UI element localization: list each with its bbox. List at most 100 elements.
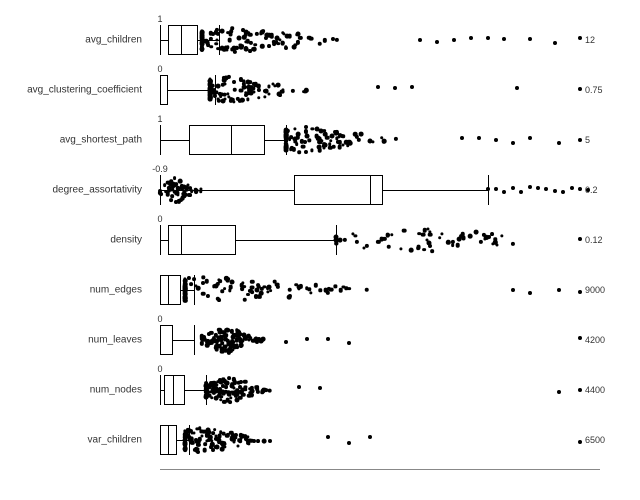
swarm-point bbox=[322, 146, 325, 149]
outlier-point bbox=[553, 41, 557, 45]
swarm-point bbox=[239, 437, 242, 440]
swarm-point bbox=[220, 447, 225, 452]
swarm-point bbox=[511, 242, 515, 246]
outlier-point bbox=[578, 138, 582, 142]
swarm-point bbox=[208, 93, 213, 98]
swarm-point bbox=[468, 234, 473, 239]
swarm-point bbox=[241, 287, 245, 291]
swarm-point bbox=[235, 46, 239, 50]
swarm-point bbox=[479, 240, 483, 244]
whisker-high bbox=[173, 340, 194, 341]
swarm-point bbox=[244, 387, 248, 391]
swarm-point bbox=[227, 376, 231, 380]
median-line bbox=[370, 175, 371, 205]
swarm-point bbox=[228, 400, 232, 404]
swarm-point bbox=[226, 45, 229, 48]
plot-area: 0 bbox=[160, 315, 580, 365]
swarm-point bbox=[241, 393, 245, 397]
box bbox=[160, 75, 168, 105]
swarm-point bbox=[331, 145, 336, 150]
swarm-point bbox=[438, 236, 442, 240]
plot-area: 0 bbox=[160, 215, 580, 265]
row-label: avg_shortest_path bbox=[0, 135, 150, 146]
swarm-point bbox=[259, 286, 263, 290]
median-line bbox=[173, 375, 174, 405]
boxplot-row: avg_shortest_path 1 bbox=[0, 115, 640, 165]
swarm-point bbox=[364, 287, 369, 292]
row-label: num_leaves bbox=[0, 335, 150, 346]
outlier-point bbox=[578, 388, 582, 392]
swarm-point bbox=[428, 232, 433, 237]
swarm-point bbox=[347, 139, 352, 144]
swarm-point bbox=[236, 331, 241, 336]
swarm-point bbox=[329, 139, 333, 143]
swarm-point bbox=[219, 395, 223, 399]
swarm-point bbox=[227, 350, 231, 354]
swarm-point bbox=[288, 137, 292, 141]
box bbox=[189, 125, 265, 155]
swarm-point bbox=[268, 439, 272, 443]
swarm-point bbox=[230, 391, 233, 394]
swarm-point bbox=[196, 443, 200, 447]
swarm-point bbox=[209, 45, 213, 49]
outlier-point bbox=[528, 185, 532, 189]
swarm-point bbox=[255, 337, 258, 340]
swarm-point bbox=[272, 42, 276, 46]
swarm-point bbox=[201, 337, 205, 341]
swarm-point bbox=[246, 98, 249, 101]
swarm-point bbox=[211, 32, 215, 36]
swarm-point bbox=[205, 294, 209, 298]
boxplot-row: avg_children1 bbox=[0, 15, 640, 65]
min-label: 0 bbox=[157, 314, 162, 324]
swarm-point bbox=[225, 333, 229, 337]
outlier-point bbox=[284, 340, 288, 344]
swarm-point bbox=[343, 237, 347, 241]
outlier-point bbox=[494, 187, 498, 191]
plot-area: -0.9 bbox=[160, 165, 580, 215]
swarm-point bbox=[170, 194, 174, 198]
swarm-point bbox=[219, 279, 223, 283]
swarm-point bbox=[456, 237, 461, 242]
swarm-point bbox=[260, 44, 264, 48]
swarm-point bbox=[248, 335, 252, 339]
swarm-point bbox=[222, 400, 226, 404]
swarm-point bbox=[293, 128, 296, 131]
swarm-point bbox=[348, 287, 352, 291]
swarm-point bbox=[221, 330, 225, 334]
outlier-point bbox=[578, 87, 582, 91]
swarm-point bbox=[204, 442, 208, 446]
swarm-point bbox=[177, 199, 181, 203]
whisker-cap bbox=[194, 325, 195, 355]
swarm-point bbox=[390, 233, 393, 236]
swarm-point bbox=[167, 189, 171, 193]
outlier-point bbox=[305, 337, 309, 341]
swarm-point bbox=[184, 187, 189, 192]
swarm-point bbox=[208, 79, 213, 84]
swarm-point bbox=[359, 132, 364, 137]
swarm-point bbox=[334, 285, 337, 288]
swarm-point bbox=[291, 89, 295, 93]
swarm-point bbox=[244, 47, 249, 52]
swarm-point bbox=[267, 285, 272, 290]
row-label: var_children bbox=[0, 435, 150, 446]
outlier-point bbox=[393, 86, 397, 90]
boxplot-row: num_nodes0 bbox=[0, 365, 640, 415]
outlier-point bbox=[486, 187, 490, 191]
swarm-point bbox=[342, 144, 345, 147]
outlier-point bbox=[477, 136, 481, 140]
swarm-point bbox=[209, 84, 212, 87]
swarm-point bbox=[187, 276, 191, 280]
whisker-low bbox=[160, 240, 168, 241]
plot-area bbox=[160, 415, 580, 465]
min-label: 1 bbox=[157, 114, 162, 124]
swarm-point bbox=[474, 230, 479, 235]
swarm-point bbox=[205, 439, 208, 442]
swarm-point bbox=[323, 38, 327, 42]
swarm-point bbox=[158, 189, 162, 193]
row-label: num_nodes bbox=[0, 385, 150, 396]
swarm-point bbox=[230, 29, 234, 33]
swarm-point bbox=[220, 341, 224, 345]
outlier-point bbox=[511, 141, 515, 145]
swarm-point bbox=[184, 297, 187, 300]
swarm-point bbox=[233, 88, 238, 93]
